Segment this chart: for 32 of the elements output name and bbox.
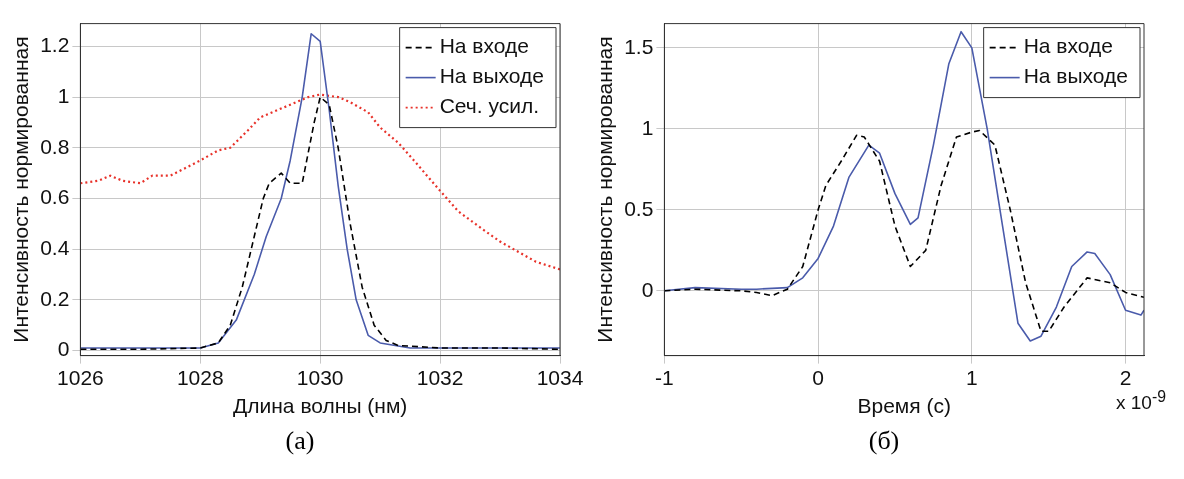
y-tick-label: 0.5 (624, 196, 654, 220)
y-tick-label: 0.6 (40, 185, 70, 209)
y-tick-label: 0.8 (40, 134, 70, 158)
text: x 10$^{-9}$ (1116, 388, 1166, 415)
text: (а) (284, 426, 316, 456)
y-tick-label: 0.4 (40, 235, 70, 259)
x-tick-label: 2 (1119, 366, 1132, 389)
x-tick-label: 1028 (176, 366, 224, 389)
x-tick-label: 0 (812, 366, 824, 389)
legend-label: На выходе (1023, 64, 1128, 88)
x-tick-label: 1034 (536, 366, 584, 389)
x-tick-label: 1026 (57, 366, 104, 389)
y-tick-label: 1 (57, 83, 70, 107)
y-tick-label: 0 (641, 277, 654, 301)
x-tick-label: 1032 (416, 366, 464, 389)
y-tick-label: 1.5 (624, 34, 654, 58)
legend-label: На входе (439, 34, 529, 58)
y-axis-title: Интенсивность нормированная (9, 36, 33, 343)
x-axis-title: Время (с) (857, 394, 951, 418)
text: (б) (867, 426, 901, 456)
y-tick-label: 0 (57, 337, 70, 361)
y-axis-title: Интенсивность нормированная (593, 36, 617, 343)
x-tick-label: -1 (655, 366, 674, 389)
y-tick-label: 1 (641, 115, 654, 139)
legend-label: На выходе (439, 64, 544, 88)
legend-label: Сеч. усил. (439, 94, 539, 118)
y-tick-label: 0.2 (40, 286, 70, 310)
x-tick-label: 1 (965, 366, 978, 389)
y-tick-label: 1.2 (40, 33, 70, 57)
x-tick-label: 1030 (296, 366, 344, 389)
x-axis-title: Длина волны (нм) (233, 394, 408, 418)
legend-label: На входе (1023, 34, 1113, 58)
